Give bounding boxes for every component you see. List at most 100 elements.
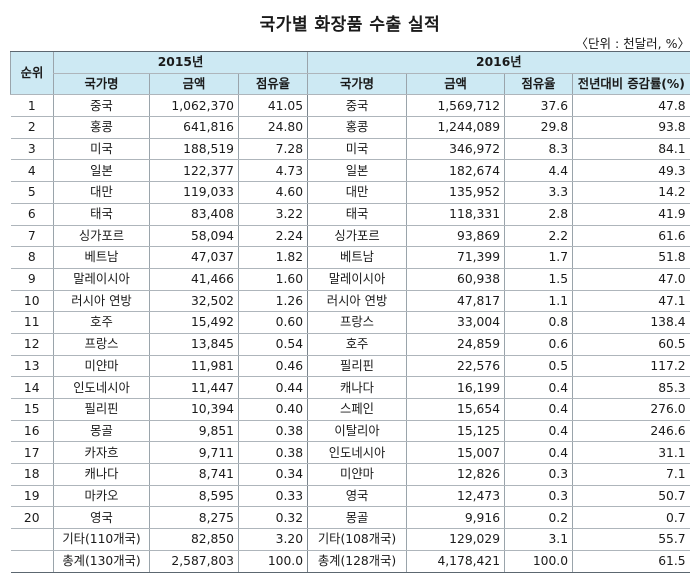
rank-cell: 5 bbox=[10, 181, 54, 204]
country-2015-cell: 카자흐 bbox=[53, 441, 150, 465]
header-share-2015: 점유율 bbox=[237, 72, 308, 96]
country-2015-cell: 필리핀 bbox=[53, 398, 150, 421]
amount-2016-cell: 129,029 bbox=[406, 528, 505, 551]
share-2016-cell: 37.6 bbox=[504, 94, 573, 118]
country-2016-cell: 필리핀 bbox=[307, 355, 407, 378]
country-2015-cell: 인도네시아 bbox=[53, 376, 150, 399]
amount-2016-cell: 1,569,712 bbox=[406, 94, 505, 118]
amount-2016-cell: 346,972 bbox=[406, 138, 505, 161]
country-2016-cell: 영국 bbox=[307, 485, 407, 508]
table-row: 7 싱가포르 58,094 2.24 싱가포르 93,869 2.2 61.6 bbox=[10, 225, 690, 248]
growth-2016-cell: 246.6 bbox=[572, 420, 690, 443]
share-2015-cell: 2.24 bbox=[237, 225, 308, 248]
amount-2015-cell: 8,595 bbox=[149, 485, 239, 508]
country-2016-cell: 중국 bbox=[307, 94, 407, 118]
share-2015-cell: 7.28 bbox=[237, 138, 308, 161]
rank-cell: 10 bbox=[10, 290, 54, 313]
share-2016-cell: 0.4 bbox=[504, 420, 573, 443]
share-2015-cell: 0.32 bbox=[237, 506, 308, 530]
growth-2016-cell: 276.0 bbox=[572, 398, 690, 421]
country-2016-cell: 홍콩 bbox=[307, 116, 407, 139]
share-2015-cell: 3.20 bbox=[237, 528, 308, 551]
table-row: 16 몽골 9,851 0.38 이탈리아 15,125 0.4 246.6 bbox=[10, 420, 690, 443]
growth-2016-cell: 60.5 bbox=[572, 333, 690, 356]
share-2016-cell: 0.2 bbox=[504, 506, 573, 530]
growth-2016-cell: 41.9 bbox=[572, 203, 690, 226]
amount-2016-cell: 47,817 bbox=[406, 290, 505, 313]
amount-2015-cell: 11,981 bbox=[149, 355, 239, 378]
country-2016-cell: 스페인 bbox=[307, 398, 407, 421]
share-2015-cell: 100.0 bbox=[237, 550, 308, 573]
table-row: 18 캐나다 8,741 0.34 미얀마 12,826 0.3 7.1 bbox=[10, 463, 690, 486]
country-2016-cell: 미얀마 bbox=[307, 463, 407, 486]
amount-2015-cell: 9,711 bbox=[149, 441, 239, 465]
amount-2016-cell: 135,952 bbox=[406, 181, 505, 204]
table-row: 3 미국 188,519 7.28 미국 346,972 8.3 84.1 bbox=[10, 138, 690, 161]
table-row: 6 태국 83,408 3.22 태국 118,331 2.8 41.9 bbox=[10, 203, 690, 226]
amount-2015-cell: 47,037 bbox=[149, 246, 239, 269]
growth-2016-cell: 117.2 bbox=[572, 355, 690, 378]
rank-cell: 16 bbox=[10, 420, 54, 443]
rank-cell: 7 bbox=[10, 225, 54, 248]
rank-cell: 18 bbox=[10, 463, 54, 486]
amount-2016-cell: 71,399 bbox=[406, 246, 505, 269]
rank-cell: 12 bbox=[10, 333, 54, 356]
growth-2016-cell: 51.8 bbox=[572, 246, 690, 269]
amount-2015-cell: 15,492 bbox=[149, 311, 239, 334]
growth-2016-cell: 47.1 bbox=[572, 290, 690, 313]
share-2015-cell: 0.54 bbox=[237, 333, 308, 356]
country-2016-cell: 베트남 bbox=[307, 246, 407, 269]
share-2016-cell: 0.4 bbox=[504, 376, 573, 399]
amount-2016-cell: 9,916 bbox=[406, 506, 505, 530]
table-row: 9 말레이시아 41,466 1.60 말레이시아 60,938 1.5 47.0 bbox=[10, 268, 690, 291]
growth-2016-cell: 49.3 bbox=[572, 159, 690, 183]
amount-2016-cell: 93,869 bbox=[406, 225, 505, 248]
amount-2015-cell: 32,502 bbox=[149, 290, 239, 313]
header-country-2016: 국가명 bbox=[307, 72, 407, 96]
amount-2015-cell: 13,845 bbox=[149, 333, 239, 356]
rank-cell bbox=[10, 550, 54, 573]
share-2016-cell: 0.6 bbox=[504, 333, 573, 356]
share-2016-cell: 4.4 bbox=[504, 159, 573, 183]
share-2016-cell: 3.3 bbox=[504, 181, 573, 204]
amount-2015-cell: 8,275 bbox=[149, 506, 239, 530]
table-row: 총계(130개국) 2,587,803 100.0 총계(128개국) 4,178,42… bbox=[10, 550, 690, 573]
country-2015-cell: 총계(130개국) bbox=[53, 550, 150, 573]
amount-2015-cell: 58,094 bbox=[149, 225, 239, 248]
export-table: 순위 2015년 2016년 국가명 금액 점유율 국가명 금액 점유율 전년대… bbox=[10, 50, 690, 573]
growth-2016-cell: 61.5 bbox=[572, 550, 690, 573]
country-2015-cell: 미얀마 bbox=[53, 355, 150, 378]
share-2015-cell: 41.05 bbox=[237, 94, 308, 118]
country-2015-cell: 몽골 bbox=[53, 420, 150, 443]
table-row: 20 영국 8,275 0.32 몽골 9,916 0.2 0.7 bbox=[10, 506, 690, 530]
amount-2016-cell: 4,178,421 bbox=[406, 550, 505, 573]
country-2015-cell: 일본 bbox=[53, 159, 150, 183]
share-2015-cell: 1.26 bbox=[237, 290, 308, 313]
table-row: 12 프랑스 13,845 0.54 호주 24,859 0.6 60.5 bbox=[10, 333, 690, 356]
rank-cell: 13 bbox=[10, 355, 54, 378]
amount-2016-cell: 1,244,089 bbox=[406, 116, 505, 139]
amount-2015-cell: 41,466 bbox=[149, 268, 239, 291]
share-2015-cell: 0.33 bbox=[237, 485, 308, 508]
amount-2015-cell: 119,033 bbox=[149, 181, 239, 204]
rank-cell bbox=[10, 528, 54, 551]
table-body: 1 중국 1,062,370 41.05 중국 1,569,712 37.6 47.8 2 홍콩 6… bbox=[10, 94, 690, 573]
amount-2015-cell: 1,062,370 bbox=[149, 94, 239, 118]
unit-note: 〈단위 : 천달러, %〉 bbox=[575, 36, 690, 51]
table-row: 8 베트남 47,037 1.82 베트남 71,399 1.7 51.8 bbox=[10, 246, 690, 269]
share-2016-cell: 0.5 bbox=[504, 355, 573, 378]
amount-2015-cell: 11,447 bbox=[149, 376, 239, 399]
country-2016-cell: 캐나다 bbox=[307, 376, 407, 399]
share-2015-cell: 0.40 bbox=[237, 398, 308, 421]
growth-2016-cell: 0.7 bbox=[572, 506, 690, 530]
share-2016-cell: 0.4 bbox=[504, 441, 573, 465]
country-2015-cell: 베트남 bbox=[53, 246, 150, 269]
amount-2015-cell: 10,394 bbox=[149, 398, 239, 421]
growth-2016-cell: 61.6 bbox=[572, 225, 690, 248]
share-2015-cell: 0.38 bbox=[237, 420, 308, 443]
rank-cell: 8 bbox=[10, 246, 54, 269]
amount-2016-cell: 16,199 bbox=[406, 376, 505, 399]
amount-2016-cell: 24,859 bbox=[406, 333, 505, 356]
rank-cell: 17 bbox=[10, 441, 54, 465]
share-2016-cell: 0.4 bbox=[504, 398, 573, 421]
